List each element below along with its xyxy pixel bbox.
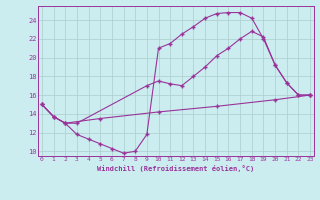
X-axis label: Windchill (Refroidissement éolien,°C): Windchill (Refroidissement éolien,°C) (97, 165, 255, 172)
